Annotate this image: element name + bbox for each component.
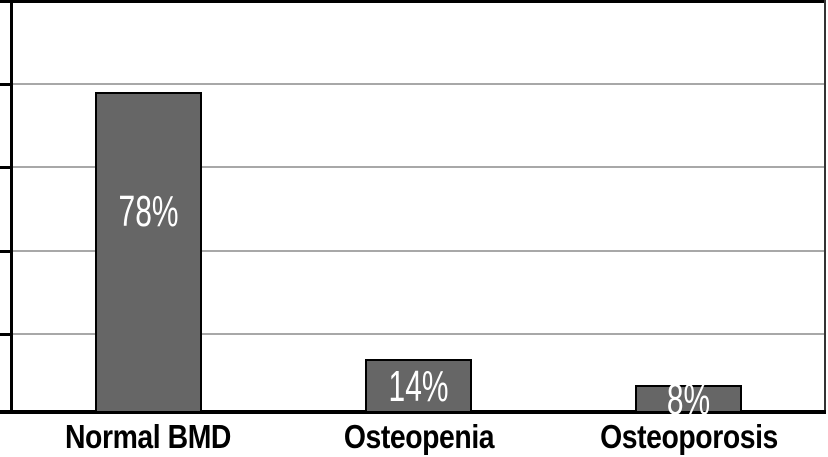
plot-border-right <box>824 0 826 414</box>
gridline <box>13 333 824 335</box>
gridline <box>13 166 824 168</box>
bar-normal-bmd: 78% <box>95 92 202 411</box>
gridline <box>13 250 824 252</box>
x-axis-line <box>0 410 826 414</box>
bar-osteopenia: 14% <box>365 359 472 411</box>
bar-value-label: 78% <box>118 187 179 236</box>
plot-border-top <box>0 0 826 3</box>
bar-value-label: 8% <box>666 375 711 424</box>
y-axis-tick <box>0 83 13 86</box>
x-axis-category-label: Osteopenia <box>343 418 495 455</box>
bar-osteoporosis: 8% <box>635 378 742 422</box>
y-axis-tick <box>0 250 13 253</box>
y-axis-tick <box>0 166 13 169</box>
y-axis-tick <box>0 333 13 336</box>
x-axis-category-label: Osteoporosis <box>600 418 778 455</box>
bar-value-label: 14% <box>388 362 449 411</box>
gridline <box>13 83 824 85</box>
y-axis-line <box>10 0 13 414</box>
x-axis-category-label: Normal BMD <box>64 418 232 455</box>
